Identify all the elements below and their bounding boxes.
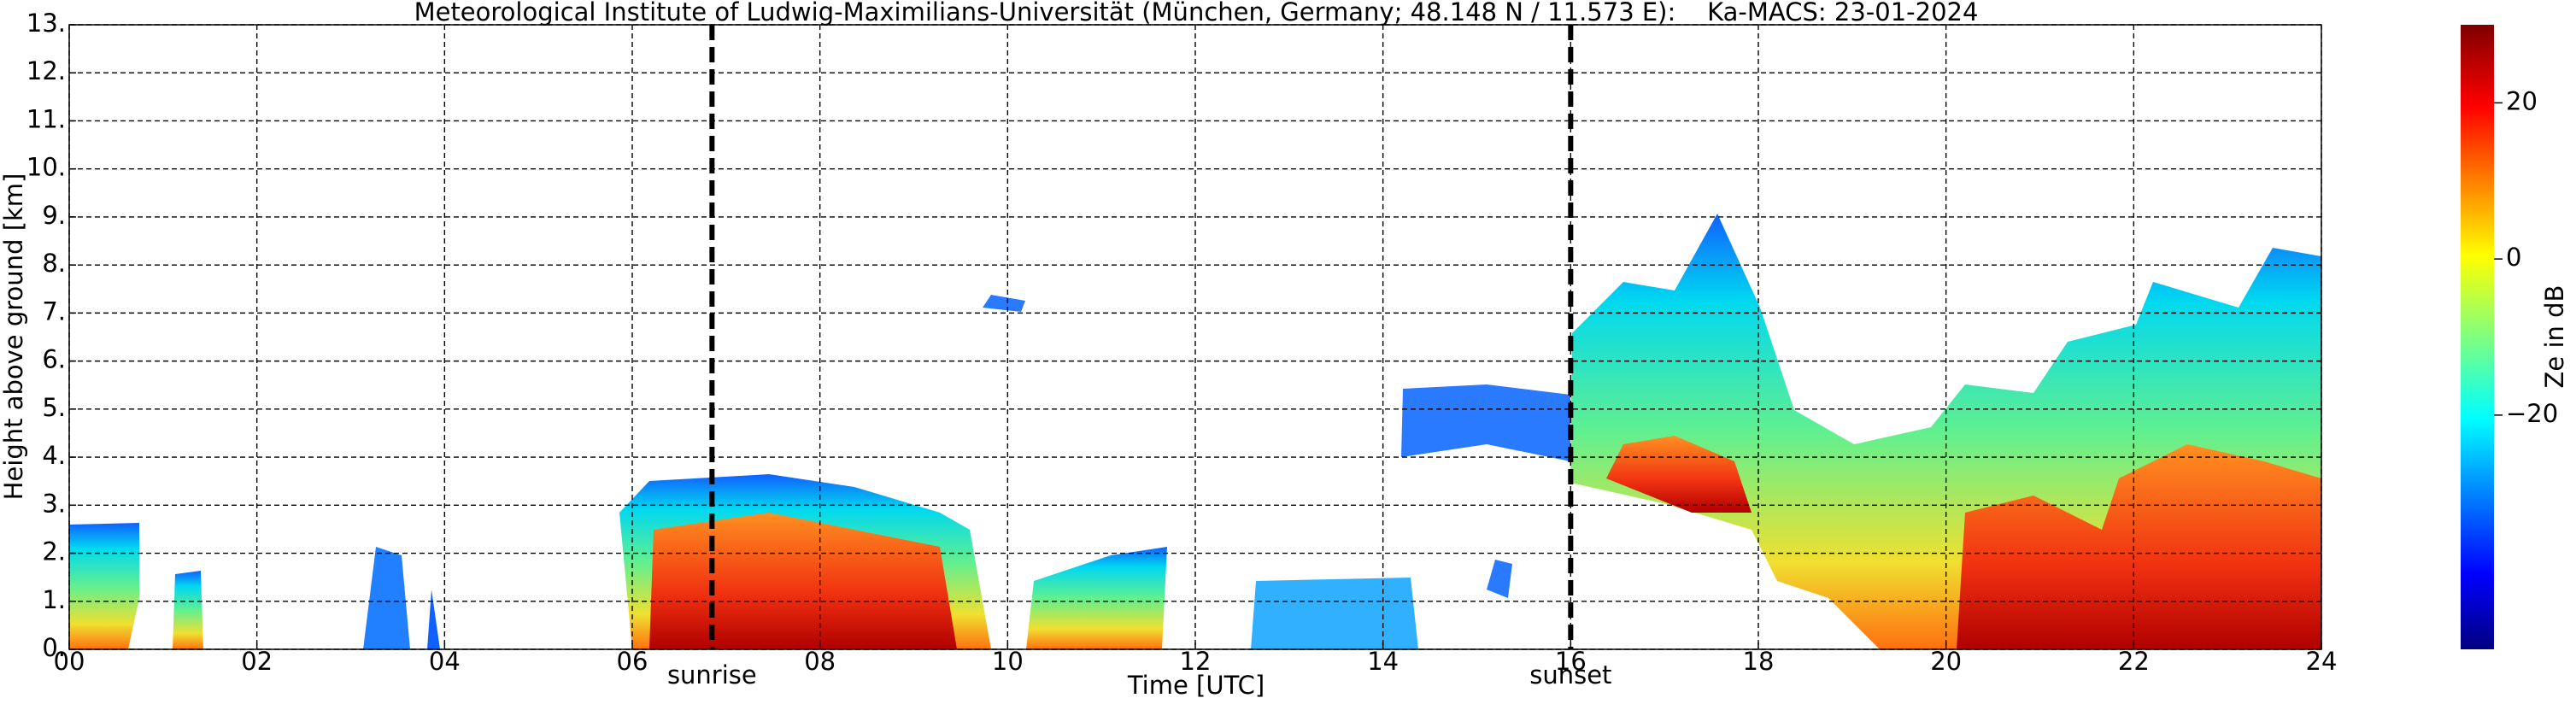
x-axis-label: Time [UTC] bbox=[1127, 671, 1265, 700]
x-tick-label: 06 bbox=[617, 647, 648, 676]
chart-title: Meteorological Institute of Ludwig-Maxim… bbox=[414, 0, 1979, 26]
x-tick-label: 24 bbox=[2306, 647, 2338, 676]
colorbar-tick-label: −20 bbox=[2506, 399, 2558, 428]
x-tick-label: 04 bbox=[429, 647, 461, 676]
x-tick-label: 10 bbox=[992, 647, 1024, 676]
echo-core bbox=[649, 513, 957, 649]
x-tick-label: 14 bbox=[1367, 647, 1399, 676]
colorbar-tick-label: 0 bbox=[2506, 243, 2521, 272]
y-tick-label: 4. bbox=[42, 441, 66, 470]
y-tick-label: 0. bbox=[42, 633, 66, 662]
echo-core bbox=[1606, 436, 1752, 513]
x-tick-label: 12 bbox=[1180, 647, 1212, 676]
x-tick-label: 08 bbox=[804, 647, 836, 676]
colorbar-label: Ze in dB bbox=[2540, 285, 2569, 389]
echo-core bbox=[1957, 444, 2321, 649]
echo bbox=[427, 590, 440, 649]
echo bbox=[1251, 578, 1418, 649]
y-tick-label: 13. bbox=[26, 9, 66, 38]
echo bbox=[69, 523, 139, 649]
x-tick-label: 02 bbox=[241, 647, 273, 676]
y-tick-label: 11. bbox=[26, 104, 66, 133]
x-tick-label: 22 bbox=[2118, 647, 2150, 676]
colorbar bbox=[2461, 25, 2494, 649]
y-tick-label: 12. bbox=[26, 56, 66, 85]
y-axis-label: Height above ground [km] bbox=[0, 173, 28, 501]
echo bbox=[1026, 547, 1167, 649]
echo bbox=[173, 571, 203, 649]
echo bbox=[363, 547, 410, 649]
x-tick-label: 16 bbox=[1555, 647, 1587, 676]
x-tick-label: 00 bbox=[54, 647, 85, 676]
y-tick-label: 2. bbox=[42, 537, 66, 566]
colorbar-tick-label: 20 bbox=[2506, 86, 2538, 115]
y-tick-label: 7. bbox=[42, 296, 66, 326]
echo bbox=[1401, 384, 1570, 461]
x-tick-label: 18 bbox=[1743, 647, 1775, 676]
echo bbox=[1487, 560, 1512, 598]
y-tick-label: 10. bbox=[26, 153, 66, 182]
echo bbox=[983, 295, 1025, 312]
y-tick-label: 1. bbox=[42, 585, 66, 614]
y-tick-label: 5. bbox=[42, 393, 66, 422]
annotation-label: sunset bbox=[1529, 660, 1611, 689]
x-tick-label: 20 bbox=[1930, 647, 1962, 676]
y-tick-label: 8. bbox=[42, 249, 66, 278]
y-tick-label: 3. bbox=[42, 489, 66, 518]
y-tick-label: 9. bbox=[42, 201, 66, 230]
annotation-label: sunrise bbox=[667, 660, 757, 689]
y-tick-label: 6. bbox=[42, 345, 66, 374]
